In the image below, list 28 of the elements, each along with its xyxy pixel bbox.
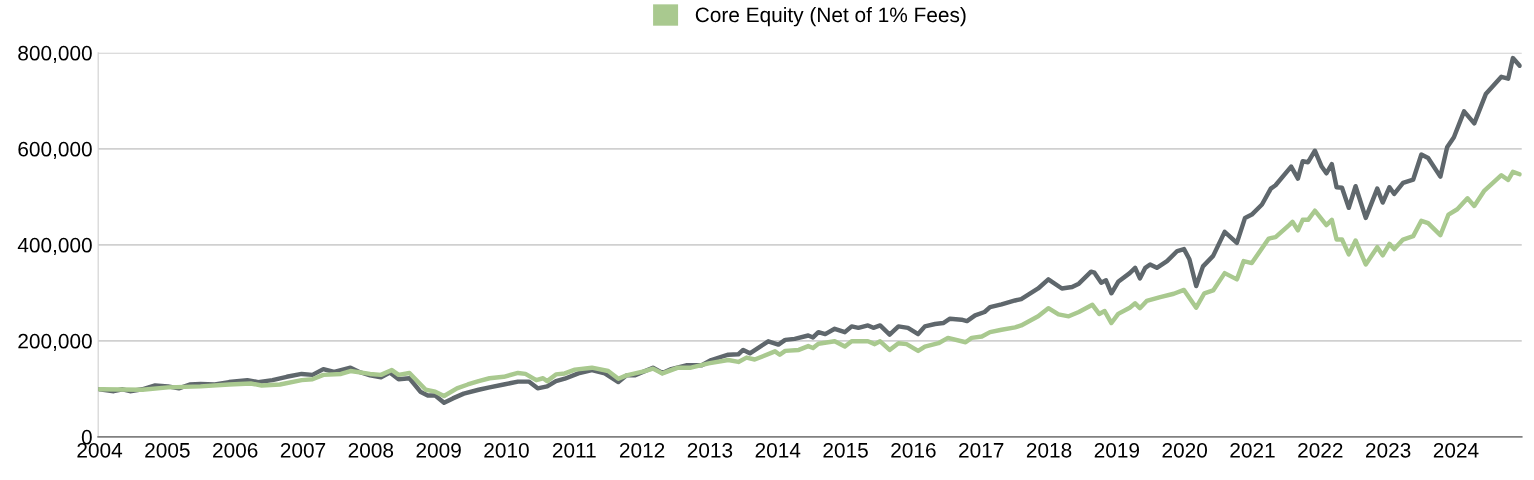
x-tick-label: 2013: [687, 442, 733, 458]
x-tick-label: 2023: [1366, 442, 1411, 458]
y-tick-label: 400,000: [17, 237, 92, 256]
x-tick-label: 2024: [1433, 442, 1479, 458]
x-tick-label: 2009: [416, 442, 461, 458]
y-tick-label: 800,000: [18, 45, 92, 64]
y-tick-label: 600,000: [18, 141, 92, 160]
x-tick-label: 2019: [1094, 442, 1140, 458]
x-tick-label: 2008: [348, 442, 394, 458]
x-tick-label: 2007: [280, 442, 326, 458]
x-tick-label: 2005: [145, 442, 190, 458]
x-tick-label: 2021: [1230, 442, 1275, 458]
y-tick-label: 200,000: [18, 333, 92, 352]
x-tick-label: 2010: [484, 442, 529, 458]
x-tick-label: 2011: [552, 442, 596, 458]
x-tick-label: 2016: [891, 442, 936, 458]
line-series: [98, 169, 1522, 399]
x-tick-label: 2017: [959, 442, 1004, 458]
x-tick-label: 2012: [619, 442, 665, 458]
x-tick-label: 2006: [213, 442, 258, 458]
y-tick-label: 0: [81, 429, 92, 445]
legend-label: Core Equity (Net of 1% Fees): [695, 6, 966, 27]
x-tick-label: 2004: [77, 442, 123, 458]
x-tick-label: 2022: [1298, 442, 1343, 458]
x-tick-label: 2014: [755, 442, 801, 458]
x-tick-label: 2015: [823, 442, 868, 458]
x-tick-label: 2020: [1162, 442, 1208, 458]
x-tick-label: 2018: [1026, 442, 1072, 458]
